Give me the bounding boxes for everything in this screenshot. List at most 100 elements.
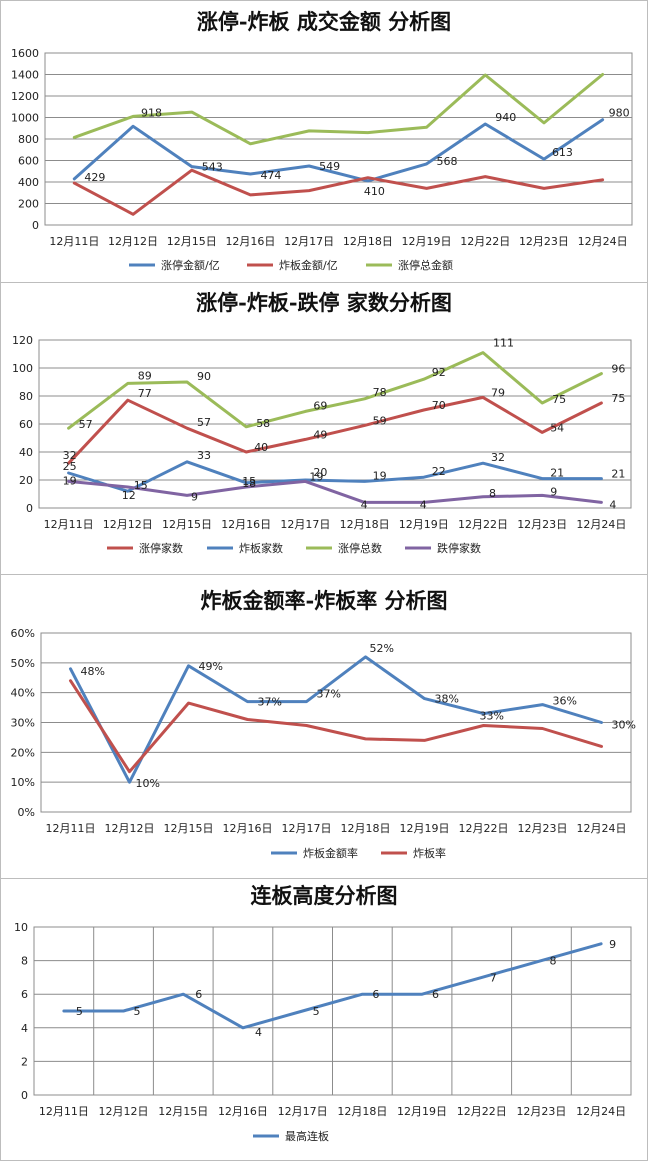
data-label: 19 xyxy=(309,470,323,483)
y-tick-label: 1600 xyxy=(11,47,39,60)
data-label: 15 xyxy=(242,475,256,488)
data-label: 32 xyxy=(491,451,505,464)
x-tick-label: 12月16日 xyxy=(218,1105,268,1118)
x-tick-label: 12月18日 xyxy=(341,822,391,835)
y-tick-label: 0 xyxy=(21,1089,28,1102)
x-tick-label: 12月23日 xyxy=(518,822,568,835)
data-label: 58 xyxy=(256,417,270,430)
series-line xyxy=(67,395,603,465)
x-tick-label: 12月22日 xyxy=(460,235,510,248)
y-tick-label: 20 xyxy=(19,474,33,487)
chart-panel-turnover: 涨停-炸板 成交金额 分析图 0 200 400 600 800 1000 1200 1400 1… xyxy=(0,0,648,283)
data-label: 980 xyxy=(609,107,630,120)
legend-label: 涨停总数 xyxy=(338,541,382,555)
data-label: 474 xyxy=(260,169,281,182)
x-tick-label: 12月19日 xyxy=(397,1105,447,1118)
data-label: 89 xyxy=(138,369,152,382)
data-label: 57 xyxy=(79,418,93,431)
x-tick-label: 12月12日 xyxy=(108,235,158,248)
data-label: 59 xyxy=(373,414,387,427)
y-tick-label: 10% xyxy=(11,776,35,789)
y-tick-label: 0 xyxy=(32,219,39,232)
x-tick-label: 12月22日 xyxy=(457,1105,507,1118)
x-tick-label: 12月12日 xyxy=(103,518,153,531)
y-tick-label: 2 xyxy=(21,1055,28,1068)
chart-title: 连板高度分析图 xyxy=(251,883,398,908)
y-tick-label: 50% xyxy=(11,657,35,670)
series-line xyxy=(72,168,605,216)
data-label: 4 xyxy=(255,1026,262,1039)
legend-label: 炸板金额率 xyxy=(303,846,358,860)
series-line xyxy=(69,655,603,784)
data-label: 7 xyxy=(490,971,497,984)
series-line xyxy=(67,351,603,430)
data-label: 4 xyxy=(361,498,368,511)
y-tick-label: 80 xyxy=(19,390,33,403)
chart-title: 涨停-炸板 成交金额 分析图 xyxy=(197,9,451,34)
data-label: 410 xyxy=(364,185,385,198)
y-tick-label: 1400 xyxy=(11,69,39,82)
x-tick-label: 12月17日 xyxy=(280,518,330,531)
data-label: 918 xyxy=(141,106,162,119)
y-tick-label: 60% xyxy=(11,627,35,640)
x-tick-label: 12月15日 xyxy=(167,235,217,248)
y-tick-label: 1200 xyxy=(11,90,39,103)
x-tick-label: 12月22日 xyxy=(458,518,508,531)
y-tick-label: 0 xyxy=(26,502,33,515)
legend-label: 炸板金额/亿 xyxy=(279,258,338,272)
x-tick-label: 12月23日 xyxy=(516,1105,566,1118)
data-label: 49% xyxy=(199,660,223,673)
data-label: 18 xyxy=(242,477,256,490)
data-label: 75 xyxy=(611,392,625,405)
y-tick-label: 0% xyxy=(18,806,35,819)
x-tick-label: 12月15日 xyxy=(158,1105,208,1118)
x-tick-label: 12月24日 xyxy=(576,1105,626,1118)
legend-label: 跌停家数 xyxy=(437,541,481,555)
x-tick-label: 12月11日 xyxy=(46,822,96,835)
x-tick-label: 12月11日 xyxy=(49,235,99,248)
x-tick-label: 12月16日 xyxy=(223,822,273,835)
y-tick-label: 1000 xyxy=(11,112,39,125)
data-label: 25 xyxy=(63,460,77,473)
x-tick-label: 12月19日 xyxy=(402,235,452,248)
data-label: 57 xyxy=(197,416,211,429)
rates-line-chart: 炸板金额率-炸板率 分析图 0% 10% 20% 30% 40% 50% 60% 12月11日 1… xyxy=(11,588,636,860)
data-label: 5 xyxy=(313,1005,320,1018)
y-tick-label: 30% xyxy=(11,717,35,730)
data-label: 36% xyxy=(553,695,577,708)
x-tick-label: 12月22日 xyxy=(459,822,509,835)
y-tick-label: 10 xyxy=(14,921,28,934)
data-label: 69 xyxy=(313,399,327,412)
height-line-chart: 连板高度分析图 0 2 4 6 8 10 12月11日 12月12日 12月15日 12月16日 12… xyxy=(14,883,632,1143)
data-label: 111 xyxy=(493,337,514,350)
data-label: 37% xyxy=(317,688,341,701)
data-label: 19 xyxy=(373,469,387,482)
data-label: 429 xyxy=(84,171,105,184)
data-label: 549 xyxy=(319,160,340,173)
data-label: 37% xyxy=(258,696,282,709)
counts-line-chart: 涨停-炸板-跌停 家数分析图 0 20 40 60 80 100 120 12月11日 12月12… xyxy=(12,290,632,555)
data-label: 19 xyxy=(63,474,77,487)
x-tick-label: 12月24日 xyxy=(578,235,628,248)
y-tick-label: 20% xyxy=(11,746,35,759)
x-tick-label: 12月17日 xyxy=(278,1105,328,1118)
turnover-line-chart: 涨停-炸板 成交金额 分析图 0 200 400 600 800 1000 1200 1400 1… xyxy=(11,9,633,272)
data-label: 79 xyxy=(491,386,505,399)
data-label: 6 xyxy=(432,988,439,1001)
y-tick-label: 400 xyxy=(18,176,39,189)
x-tick-label: 12月23日 xyxy=(519,235,569,248)
series-line xyxy=(72,118,605,183)
data-label: 5 xyxy=(134,1005,141,1018)
data-label: 52% xyxy=(370,642,394,655)
data-label: 10% xyxy=(136,777,160,790)
x-tick-label: 12月23日 xyxy=(517,518,567,531)
data-label: 9 xyxy=(550,485,557,498)
data-label: 4 xyxy=(420,498,427,511)
data-label: 6 xyxy=(372,988,379,1001)
data-label: 90 xyxy=(197,370,211,383)
y-tick-label: 40 xyxy=(19,446,33,459)
y-tick-label: 4 xyxy=(21,1022,28,1035)
data-label: 940 xyxy=(495,111,516,124)
data-label: 38% xyxy=(435,693,459,706)
